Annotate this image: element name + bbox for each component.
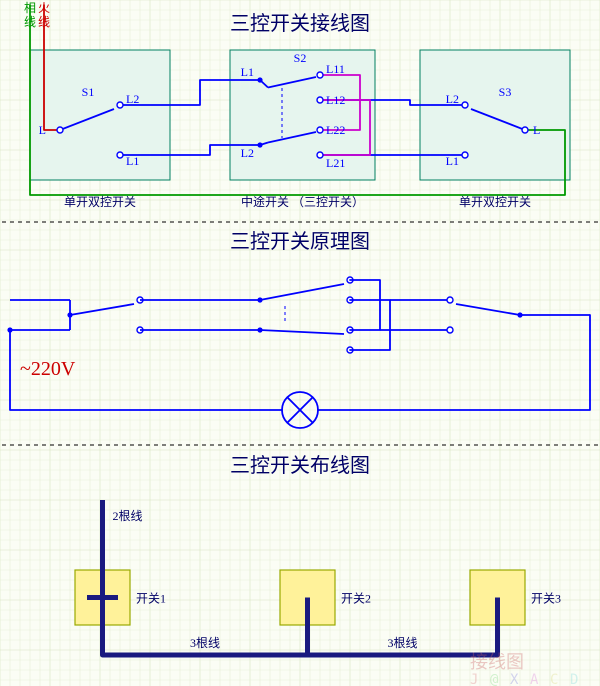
svg-text:L2: L2 <box>446 92 459 106</box>
panel-caption-right: 单开双控开关 <box>459 195 531 209</box>
svg-text:L1: L1 <box>241 65 254 79</box>
svg-text:开关2: 开关2 <box>341 592 371 606</box>
svg-text:3根线: 3根线 <box>387 636 417 650</box>
svg-text:L22: L22 <box>326 123 345 137</box>
svg-text:3根线: 3根线 <box>190 636 220 650</box>
title-schematic: 三控开关原理图 <box>230 230 370 253</box>
svg-text:D: D <box>570 672 578 686</box>
svg-text:2根线: 2根线 <box>113 509 143 523</box>
voltage-label: ~220V <box>20 358 76 380</box>
svg-text:L21: L21 <box>326 156 345 170</box>
switch-panel-right <box>420 50 570 180</box>
svg-text:开关1: 开关1 <box>136 592 166 606</box>
svg-text:开关3: 开关3 <box>531 592 561 606</box>
svg-text:X: X <box>510 672 519 686</box>
svg-text:接线图: 接线图 <box>470 652 524 672</box>
svg-text:S1: S1 <box>82 85 95 99</box>
title-routing: 三控开关布线图 <box>230 454 370 477</box>
svg-text:L12: L12 <box>326 93 345 107</box>
svg-text:@: @ <box>490 672 499 686</box>
svg-text:L: L <box>533 123 540 137</box>
title-wiring: 三控开关接线图 <box>230 12 370 35</box>
svg-text:J: J <box>470 672 478 686</box>
svg-text:S2: S2 <box>294 51 307 65</box>
svg-text:L1: L1 <box>446 154 459 168</box>
svg-text:L11: L11 <box>326 62 345 76</box>
svg-text:L: L <box>39 123 46 137</box>
svg-text:A: A <box>530 672 539 686</box>
panel-caption-mid: 中途开关 （三控开关） <box>241 194 364 209</box>
panel-caption-left: 单开双控开关 <box>64 195 136 209</box>
svg-text:L1: L1 <box>126 154 139 168</box>
svg-text:L2: L2 <box>126 92 139 106</box>
svg-text:S3: S3 <box>499 85 512 99</box>
svg-text:L2: L2 <box>241 146 254 160</box>
svg-text:C: C <box>550 672 558 686</box>
